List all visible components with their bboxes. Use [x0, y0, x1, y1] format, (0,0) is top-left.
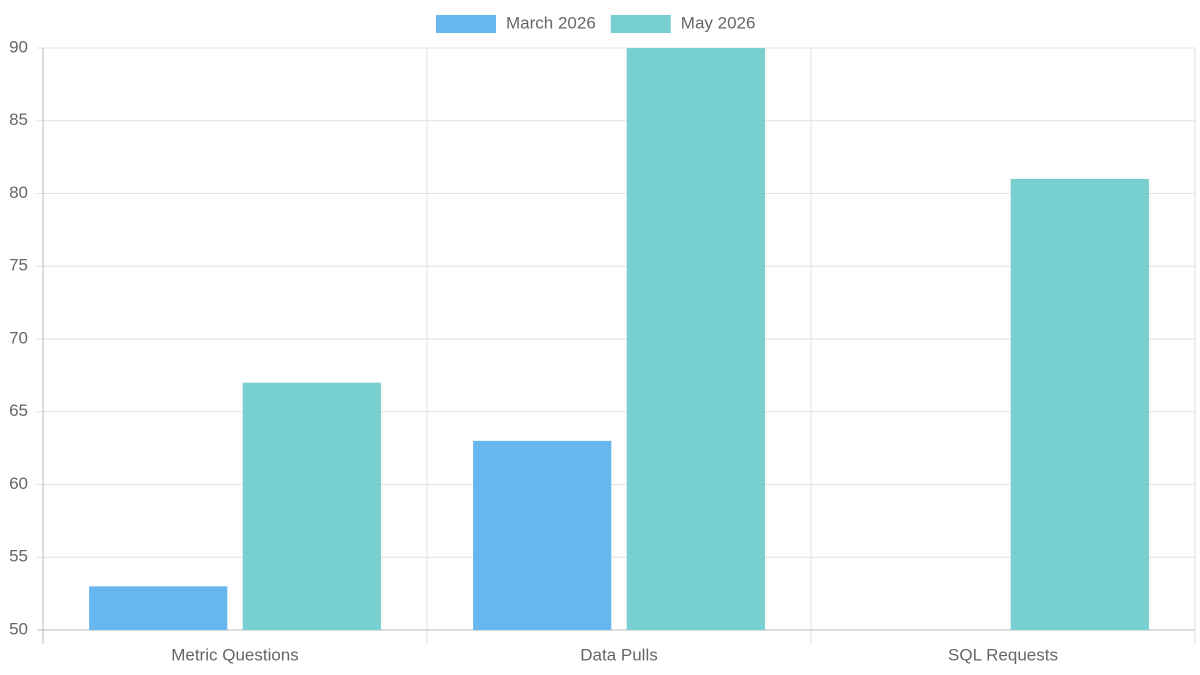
y-tick-label: 55: [9, 547, 28, 566]
bar: [242, 382, 381, 630]
y-tick-label: 80: [9, 183, 28, 202]
y-tick-label: 90: [9, 37, 28, 56]
y-tick-label: 60: [9, 474, 28, 493]
bar: [473, 440, 612, 630]
y-tick-label: 65: [9, 401, 28, 420]
x-tick-label: SQL Requests: [948, 645, 1058, 664]
y-tick-label: 50: [9, 619, 28, 638]
x-tick-label: Metric Questions: [171, 645, 299, 664]
y-tick-label: 75: [9, 256, 28, 275]
legend-swatch: [610, 15, 671, 33]
legend-label: May 2026: [681, 13, 756, 32]
y-tick-label: 70: [9, 328, 28, 347]
bar: [89, 586, 228, 630]
legend-label: March 2026: [506, 13, 596, 32]
legend-swatch: [436, 15, 496, 33]
bar: [626, 48, 765, 630]
x-tick-label: Data Pulls: [580, 645, 657, 664]
bar: [1010, 178, 1149, 630]
y-tick-label: 85: [9, 110, 28, 129]
